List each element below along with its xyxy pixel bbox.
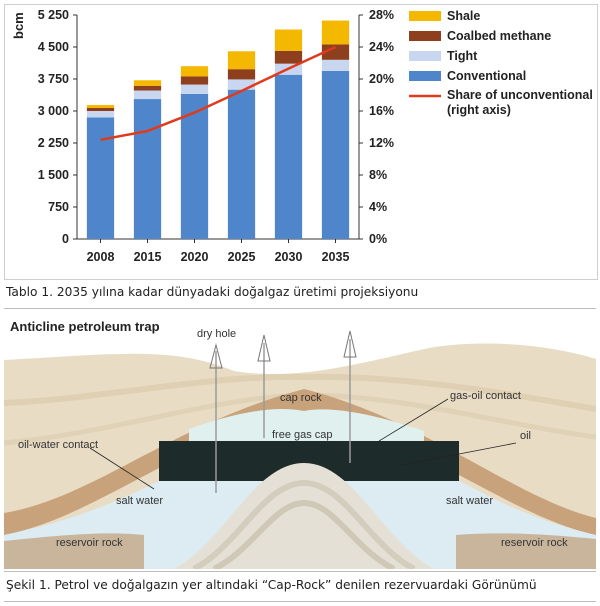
x-tick-label-2015: 2015 — [134, 250, 162, 264]
figure-caption: Şekil 1. Petrol ve doğalgazın yer altınd… — [6, 578, 537, 592]
x-tick-label-2020: 2020 — [181, 250, 209, 264]
bar-coalbed-methane-2015 — [133, 85, 162, 91]
label-oil: oil — [520, 430, 531, 442]
legend: Shale Coalbed methane Tight Conventional… — [409, 9, 593, 117]
y-tick-label-2: 1 500 — [38, 168, 69, 182]
bar-shale-2035 — [321, 20, 350, 45]
y2-tick-label-4: 16% — [369, 104, 394, 118]
bar-conventional-2035 — [321, 70, 350, 239]
legend-swatch-conventional — [409, 71, 441, 81]
bar-coalbed-methane-2020 — [180, 76, 209, 85]
bar-conventional-2020 — [180, 93, 209, 239]
divider-bottom — [4, 601, 596, 602]
y-tick-label-3: 2 250 — [38, 136, 69, 150]
gas-production-chart: bcm 0 750 1 500 2 250 3 000 3 750 4 500 5 250 0%… — [11, 8, 593, 264]
y-tick-label-6: 4 500 — [38, 40, 69, 54]
label-dry-hole: dry hole — [197, 328, 236, 340]
bar-tight-2015 — [133, 90, 162, 100]
legend-label-share: Share of unconventional — [447, 88, 593, 102]
bar-tight-2035 — [321, 59, 350, 71]
label-reservoir-rock-left: reservoir rock — [56, 537, 123, 549]
y2-tick-label-0: 0% — [369, 232, 387, 246]
y2-tick-label-2: 8% — [369, 168, 387, 182]
leader-oil — [401, 442, 517, 466]
legend-label-conventional: Conventional — [447, 69, 526, 83]
legend-swatch-shale — [409, 11, 441, 21]
y-tick-label-7: 5 250 — [38, 8, 69, 22]
legend-label-tight: Tight — [447, 49, 478, 63]
well-rig-3 — [343, 330, 357, 463]
y-tick-label-0: 0 — [62, 232, 69, 246]
bar-tight-2020 — [180, 84, 209, 94]
diagram-title: Anticline petroleum trap — [10, 319, 160, 334]
y2-tick-label-1: 4% — [369, 200, 387, 214]
y-tick-label-4: 3 000 — [38, 104, 69, 118]
bar-conventional-2030 — [274, 74, 303, 239]
bar-conventional-2008 — [86, 117, 115, 239]
overburden-band — [4, 373, 596, 412]
anticline-diagram-svg: Anticline petroleum trap dry hole cap ro… — [4, 319, 596, 569]
bar-shale-2015 — [133, 80, 162, 86]
leader-oil-water — [89, 447, 155, 490]
bar-shale-2025 — [227, 51, 256, 70]
y2-tick-label-3: 12% — [369, 136, 394, 150]
bar-coalbed-methane-2008 — [86, 108, 115, 111]
y2-tick-label-5: 20% — [369, 72, 394, 86]
anticline-dome — [174, 463, 434, 569]
x-tick-label-2035: 2035 — [322, 250, 350, 264]
anticline-diagram: Anticline petroleum trap dry hole cap ro… — [4, 313, 596, 569]
y2-tick-label-6: 24% — [369, 40, 394, 54]
bar-conventional-2015 — [133, 99, 162, 239]
plot-area: 0 750 1 500 2 250 3 000 3 750 4 500 5 250 0% 4% 8%… — [38, 8, 394, 264]
bar-shale-2008 — [86, 105, 115, 109]
reservoir-rock — [4, 533, 596, 569]
line-share-unconventional — [100, 45, 337, 142]
label-reservoir-rock-right: reservoir rock — [501, 537, 568, 549]
dome-band — [192, 479, 416, 569]
label-cap-rock: cap rock — [280, 392, 322, 404]
legend-label-shale: Shale — [447, 9, 480, 23]
label-salt-water-right: salt water — [446, 495, 493, 507]
label-oil-water-contact: oil-water contact — [18, 439, 98, 451]
x-tick-label-2025: 2025 — [228, 250, 256, 264]
label-salt-water-left: salt water — [116, 495, 163, 507]
label-gas-oil-contact: gas-oil contact — [450, 390, 521, 402]
bar-coalbed-methane-2030 — [274, 50, 303, 64]
x-tick-label-2008: 2008 — [87, 250, 115, 264]
divider-top — [4, 308, 596, 309]
bar-coalbed-methane-2025 — [227, 69, 256, 80]
table-caption: Tablo 1. 2035 yılına kadar dünyadaki doğ… — [6, 285, 419, 299]
bar-shale-2020 — [180, 66, 209, 77]
legend-swatch-coalbed — [409, 31, 441, 41]
legend-label-coalbed: Coalbed methane — [447, 29, 551, 43]
bar-conventional-2025 — [227, 89, 256, 240]
bar-shale-2030 — [274, 29, 303, 51]
dome-band-2 — [212, 499, 396, 569]
divider-middle — [4, 571, 596, 572]
dry-hole-rig — [209, 343, 223, 493]
legend-label-share-axis: (right axis) — [447, 103, 511, 117]
y2-tick-label-7: 28% — [369, 8, 394, 22]
y-tick-label-1: 750 — [48, 200, 69, 214]
bar-coalbed-methane-2035 — [321, 44, 350, 60]
legend-swatch-tight — [409, 51, 441, 61]
label-free-gas-cap: free gas cap — [272, 429, 333, 441]
leader-gas-oil — [378, 398, 449, 442]
chart-panel: bcm 0 750 1 500 2 250 3 000 3 750 4 500 5 250 0%… — [4, 4, 598, 280]
gas-cap — [189, 409, 424, 441]
well-rig-2 — [257, 334, 271, 438]
x-tick-label-2030: 2030 — [275, 250, 303, 264]
bar-tight-2025 — [227, 79, 256, 90]
y-axis-label: bcm — [11, 12, 26, 39]
y-tick-label-5: 3 750 — [38, 72, 69, 86]
bar-tight-2008 — [86, 111, 115, 118]
